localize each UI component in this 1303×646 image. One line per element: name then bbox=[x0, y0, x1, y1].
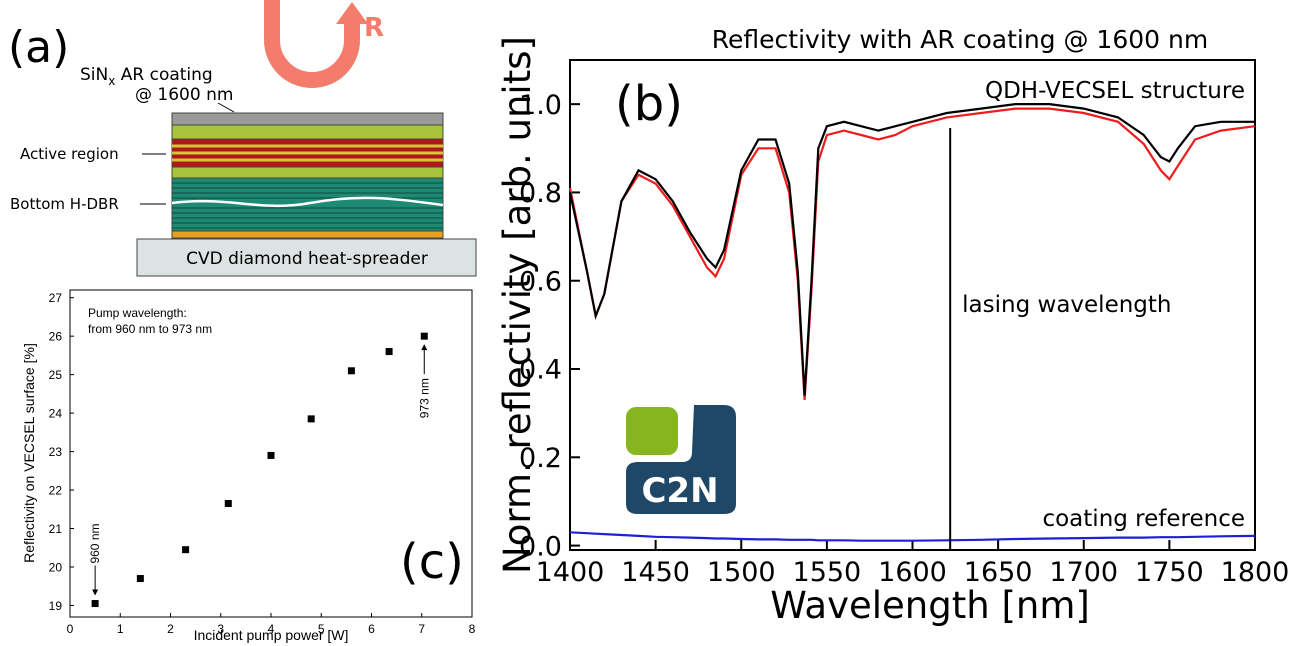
x-tick-label: 5 bbox=[318, 622, 325, 636]
y-tick-label: 0.8 bbox=[519, 178, 562, 209]
y-tick-label: 0.0 bbox=[519, 531, 562, 562]
layer bbox=[172, 182, 443, 229]
text: x bbox=[108, 74, 115, 88]
text: SiN bbox=[80, 65, 108, 85]
note: from 960 nm to 973 nm bbox=[88, 322, 212, 336]
data-line bbox=[569, 531, 1256, 542]
x-tick-label: 3 bbox=[217, 622, 224, 636]
x-tick-label: 8 bbox=[469, 622, 476, 636]
data-line bbox=[568, 103, 1255, 396]
panel-label: (a) bbox=[8, 22, 69, 73]
x-tick-label: 1450 bbox=[621, 557, 690, 588]
logo: C2N bbox=[626, 405, 736, 514]
point bbox=[420, 332, 428, 340]
y-axis-label: Norm. reflectivity [arb. units] bbox=[496, 36, 539, 574]
point bbox=[182, 546, 190, 554]
y-tick-label: 25 bbox=[49, 368, 63, 382]
series-label: QDH-VECSEL structure bbox=[985, 78, 1245, 104]
arrow-head bbox=[336, 2, 368, 24]
x-tick-label: 1750 bbox=[1135, 557, 1204, 588]
y-tick-label: 26 bbox=[49, 329, 63, 343]
point bbox=[91, 600, 99, 608]
coating-label: SiNx AR coating bbox=[80, 65, 213, 88]
chart-title: Reflectivity with AR coating @ 1600 nm bbox=[712, 25, 1208, 54]
note: Pump wavelength: bbox=[88, 306, 187, 320]
x-tick-label: 1600 bbox=[878, 557, 947, 588]
layer bbox=[171, 112, 444, 126]
x-tick-label: 6 bbox=[368, 622, 375, 636]
layer-label: Active region bbox=[20, 145, 119, 163]
substrate bbox=[136, 238, 477, 277]
y-tick-label: 1.0 bbox=[519, 90, 562, 121]
y-tick-label: 20 bbox=[49, 560, 63, 574]
text: AR coating bbox=[115, 65, 212, 85]
x-tick-label: 2 bbox=[167, 622, 174, 636]
logo-text: C2N bbox=[641, 471, 718, 511]
y-tick-label: 27 bbox=[49, 291, 63, 305]
x-tick-label: 1550 bbox=[793, 557, 862, 588]
layer bbox=[171, 166, 444, 179]
x-tick-label: 0 bbox=[67, 622, 74, 636]
point bbox=[307, 415, 315, 423]
x-tick-label: 7 bbox=[418, 622, 425, 636]
arrow-label: R bbox=[364, 13, 384, 43]
y-tick-label: 0.6 bbox=[519, 266, 562, 297]
y-tick-label: 22 bbox=[49, 483, 63, 497]
x-tick-label: 1 bbox=[117, 622, 124, 636]
pointer-head bbox=[92, 589, 99, 596]
y-tick-label: 24 bbox=[49, 406, 63, 420]
y-tick-label: 0.2 bbox=[519, 443, 562, 474]
annotation: 973 nm bbox=[417, 378, 431, 418]
logo-shape bbox=[626, 407, 678, 455]
panel-a: (a) R SiNx AR coating @ 1600 nm CVD diam… bbox=[8, 0, 477, 277]
annotation: 960 nm bbox=[88, 524, 102, 564]
point bbox=[224, 500, 232, 508]
x-axis-label: Wavelength [nm] bbox=[770, 584, 1090, 627]
y-tick-label: 21 bbox=[49, 522, 63, 536]
layer bbox=[171, 196, 444, 208]
y-tick-label: 19 bbox=[49, 599, 63, 613]
reflection-arrow bbox=[264, 0, 360, 88]
y-axis-label: Reflectivity on VECSEL surface [%] bbox=[21, 343, 37, 563]
annotation: lasing wavelength bbox=[962, 292, 1171, 318]
point bbox=[347, 367, 355, 375]
point bbox=[385, 348, 393, 356]
x-tick-label: 1500 bbox=[707, 557, 776, 588]
panel-label: (c) bbox=[400, 534, 464, 590]
pointer-head bbox=[421, 344, 428, 351]
x-tick-label: 4 bbox=[268, 622, 275, 636]
y-tick-label: 23 bbox=[49, 445, 63, 459]
point bbox=[267, 451, 275, 459]
layer-label: Bottom H-DBR bbox=[10, 195, 119, 213]
coating-label: @ 1600 nm bbox=[135, 85, 233, 105]
layer bbox=[171, 230, 444, 239]
point bbox=[136, 575, 144, 583]
layer bbox=[171, 124, 444, 140]
x-tick-label: 1800 bbox=[1221, 557, 1290, 588]
series-label: coating reference bbox=[1042, 506, 1245, 532]
y-tick-label: 0.4 bbox=[519, 355, 562, 386]
pointer bbox=[217, 102, 235, 113]
x-tick-label: 1700 bbox=[1049, 557, 1118, 588]
x-axis-label: Incident pump power [W] bbox=[194, 627, 349, 643]
logo-shape bbox=[626, 405, 736, 514]
data-line bbox=[568, 107, 1256, 400]
x-tick-label: 1400 bbox=[536, 557, 605, 588]
substrate-label: CVD diamond heat-spreader bbox=[186, 249, 428, 269]
panel-label: (b) bbox=[615, 76, 683, 132]
x-tick-label: 1650 bbox=[964, 557, 1033, 588]
